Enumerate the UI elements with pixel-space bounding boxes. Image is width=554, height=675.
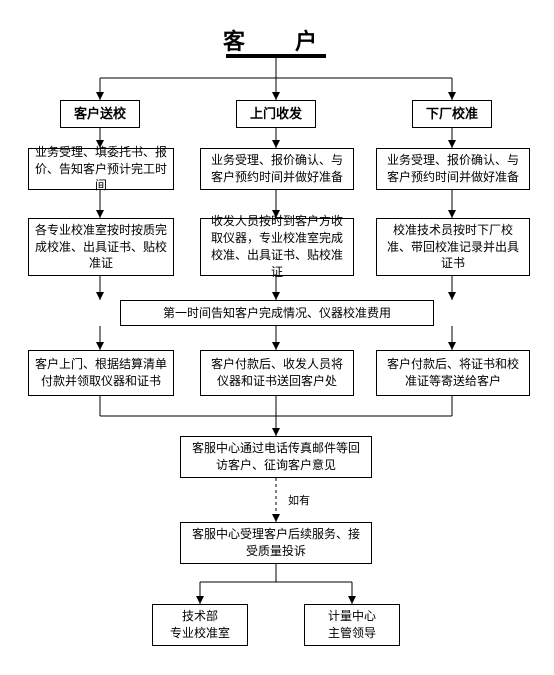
node-m2: 收发人员按时到客户方收取仪器，专业校准室完成校准、出具证书、贴校准证 xyxy=(200,218,354,276)
node-bl: 技术部 专业校准室 xyxy=(152,604,248,646)
node-l1: 业务受理、填委托书、报价、告知客户预计完工时间 xyxy=(28,148,174,190)
col-header-left: 客户送校 xyxy=(60,100,140,128)
edge-label-ruoyou: 如有 xyxy=(286,492,312,508)
node-m1: 业务受理、报价确认、与客户预约时间并做好准备 xyxy=(200,148,354,190)
node-l2: 各专业校准室按时按质完成校准、出具证书、贴校准证 xyxy=(28,218,174,276)
col-header-right: 下厂校准 xyxy=(412,100,492,128)
node-br: 计量中心 主管领导 xyxy=(304,604,400,646)
node-l3: 客户上门、根据结算清单付款并领取仪器和证书 xyxy=(28,350,174,396)
flow-title: 客 户 xyxy=(0,24,554,56)
node-r2: 校准技术员按时下厂校准、带回校准记录并出具证书 xyxy=(376,218,530,276)
node-cs2: 客服中心受理客户后续服务、接受质量投诉 xyxy=(180,522,372,564)
node-m3: 客户付款后、收发人员将仪器和证书送回客户处 xyxy=(200,350,354,396)
node-cs1: 客服中心通过电话传真邮件等回访客户、征询客户意见 xyxy=(180,436,372,478)
node-r3: 客户付款后、将证书和校准证等寄送给客户 xyxy=(376,350,530,396)
title-underline xyxy=(226,54,326,58)
node-r1: 业务受理、报价确认、与客户预约时间并做好准备 xyxy=(376,148,530,190)
col-header-mid: 上门收发 xyxy=(236,100,316,128)
node-merge: 第一时间告知客户完成情况、仪器校准费用 xyxy=(120,300,434,326)
